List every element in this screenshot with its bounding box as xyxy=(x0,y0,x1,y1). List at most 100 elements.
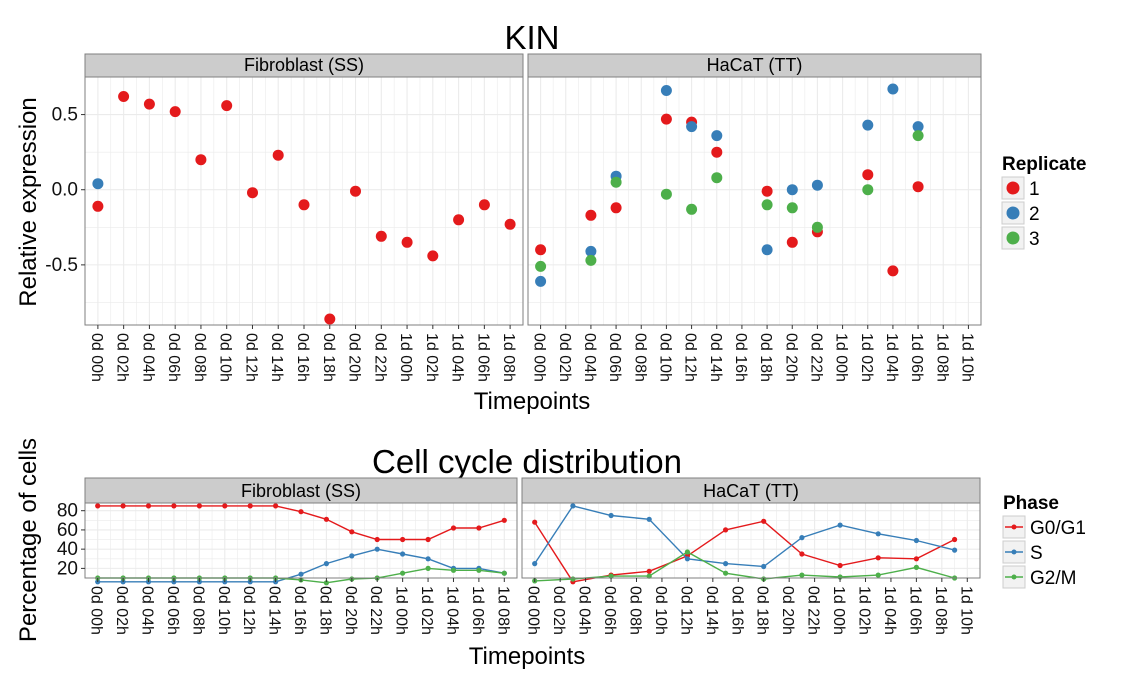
chart2-point-S xyxy=(532,561,538,567)
chart2-point-S xyxy=(298,571,304,577)
chart1-point-2 xyxy=(535,275,547,287)
chart2-xtick-label: 0d 02h xyxy=(113,586,130,635)
chart1-xtick-label: 1d 00h xyxy=(833,333,850,382)
chart2-xtick-label: 0d 04h xyxy=(139,586,156,635)
chart2-point-G2M xyxy=(723,570,729,576)
chart1-ytick-label: -0.5 xyxy=(45,255,78,276)
chart1-panel-2: HaCaT (TT) 0d 00h 0d 02h 0d 04h 0d 06h 0d 08h… xyxy=(527,53,982,382)
chart2-point-G0G1 xyxy=(723,527,729,533)
chart1-xtick-label: 1d 10h xyxy=(958,333,975,382)
chart1-xtick-label: 0d 06h xyxy=(165,333,182,382)
chart1-point-3 xyxy=(585,254,597,266)
chart1-point-1 xyxy=(660,113,672,125)
chart1-xtick-label: 0d 14h xyxy=(707,333,724,382)
chart2-point-G0G1 xyxy=(400,536,406,543)
chart2-point-G2M xyxy=(799,572,805,578)
chart1-point-1 xyxy=(247,187,258,199)
chart2-xtick-label: 0d 14h xyxy=(703,586,720,635)
chart2-point-G0G1 xyxy=(145,503,152,509)
chart2-point-S xyxy=(425,556,431,562)
chart2-xtick-label: 0d 08h xyxy=(627,586,644,635)
chart1-panel-1: Fibroblast (SS) 0d 00h 0d 02h 0d 04h 0d 06h 0… xyxy=(45,53,524,382)
chart2-legend: Phase G0/G1 S G2/M xyxy=(1002,493,1086,589)
chart2-point-S xyxy=(349,553,355,559)
chart1-point-2 xyxy=(811,179,823,191)
chart1-point-2 xyxy=(862,119,874,131)
chart2-point-S xyxy=(875,531,881,537)
chart1-point-3 xyxy=(811,221,823,233)
chart1-point-2 xyxy=(761,244,773,256)
chart1-xtick-label: 0d 02h xyxy=(114,333,131,382)
chart1-legend-key-3 xyxy=(1006,231,1020,245)
chart2-point-G0G1 xyxy=(95,503,101,509)
chart2-xtick-label: 1d 00h xyxy=(393,586,410,635)
chart2-point-G0G1 xyxy=(450,525,457,531)
chart2-point-G0G1 xyxy=(222,503,228,509)
chart2-point-S xyxy=(400,551,406,557)
chart1-point-3 xyxy=(535,260,547,272)
chart1-panel-border-2 xyxy=(527,76,982,326)
chart2-point-S xyxy=(684,556,691,562)
chart1-point-1 xyxy=(912,181,924,193)
chart2-panel-1: Fibroblast (SS) 0d 00h 0d 02h 0d 04h 0d 06h 0… xyxy=(57,477,518,635)
chart2-xtick-label: 1d 00h xyxy=(830,586,847,635)
chart2-point-G0G1 xyxy=(247,503,253,509)
chart2-point-G0G1 xyxy=(171,503,177,509)
chart1-xtick-label: 0d 00h xyxy=(88,333,105,382)
chart1-strip-label-2: HaCaT (TT) xyxy=(707,55,803,75)
chart2-point-G2M xyxy=(476,567,482,573)
chart2-point-G2M xyxy=(501,570,507,576)
chart2-point-G0G1 xyxy=(476,525,482,531)
chart2-xtick-label: 1d 08h xyxy=(932,586,949,635)
chart2-point-G0G1 xyxy=(349,529,355,535)
chart1-xtick-label: 1d 06h xyxy=(474,333,491,382)
chart1-xtick-label: 1d 04h xyxy=(449,333,466,382)
chart1-xtick-label: 0d 16h xyxy=(294,333,311,382)
chart2-xlabel: Timepoints xyxy=(469,643,585,670)
chart1-point-1 xyxy=(887,265,899,277)
chart2-point-S xyxy=(952,547,958,553)
chart2-title: Cell cycle distribution xyxy=(372,443,682,480)
chart1-xtick-label: 1d 00h xyxy=(397,333,414,382)
chart2-series-line-G2M xyxy=(534,551,955,582)
chart1-point-1 xyxy=(504,218,516,230)
chart1-xtick-label: 0d 04h xyxy=(581,333,598,382)
chart2-point-G0G1 xyxy=(120,503,126,509)
chart1-xtick-label: 1d 06h xyxy=(908,333,925,382)
chart2-point-G2M xyxy=(608,573,614,579)
chart2-point-G0G1 xyxy=(298,509,304,515)
chart1-point-1 xyxy=(298,199,310,211)
chart2-point-G2M xyxy=(323,580,329,586)
chart2-point-G2M xyxy=(875,572,881,578)
chart1-point-2 xyxy=(711,130,723,142)
chart2-point-G2M xyxy=(570,576,576,582)
chart2-xtick-label: 0d 16h xyxy=(291,586,308,635)
chart2-legend-title: Phase xyxy=(1003,493,1059,514)
chart1-xtick-label: 0d 12h xyxy=(243,333,260,382)
chart2-point-G0G1 xyxy=(646,568,652,574)
chart1-point-1 xyxy=(453,214,465,226)
chart1-point-2 xyxy=(92,178,104,190)
chart1-ytick-label: 0.5 xyxy=(52,105,78,126)
chart2-point-G2M xyxy=(913,564,920,571)
chart2-ytick-label: 40 xyxy=(57,539,78,560)
chart2-point-S xyxy=(761,563,767,570)
chart1-point-1 xyxy=(610,202,622,214)
chart2-panel-2: HaCaT (TT) 0d 00h 0d 02h 0d 04h 0d 06h 0d 08h… xyxy=(521,477,981,635)
chart2-xtick-label: 1d 08h xyxy=(494,586,511,635)
chart1-point-1 xyxy=(92,200,104,212)
chart2-xtick-label: 1d 04h xyxy=(881,586,898,635)
chart1-title: KIN xyxy=(504,19,559,56)
chart1-xtick-label: 0d 18h xyxy=(757,333,774,382)
chart1-xtick-label: 0d 06h xyxy=(606,333,623,382)
chart1-xtick-label: 1d 02h xyxy=(423,333,440,382)
chart1-point-2 xyxy=(585,245,597,257)
chart2-point-G0G1 xyxy=(273,503,279,509)
chart1-point-1 xyxy=(169,106,181,118)
chart1-xtick-label: 0d 08h xyxy=(191,333,208,382)
chart2-legend-label-g0g1: G0/G1 xyxy=(1030,518,1086,539)
chart2-point-G2M xyxy=(646,573,652,579)
chart1-point-1 xyxy=(375,230,387,242)
chart2-point-S xyxy=(646,516,652,522)
